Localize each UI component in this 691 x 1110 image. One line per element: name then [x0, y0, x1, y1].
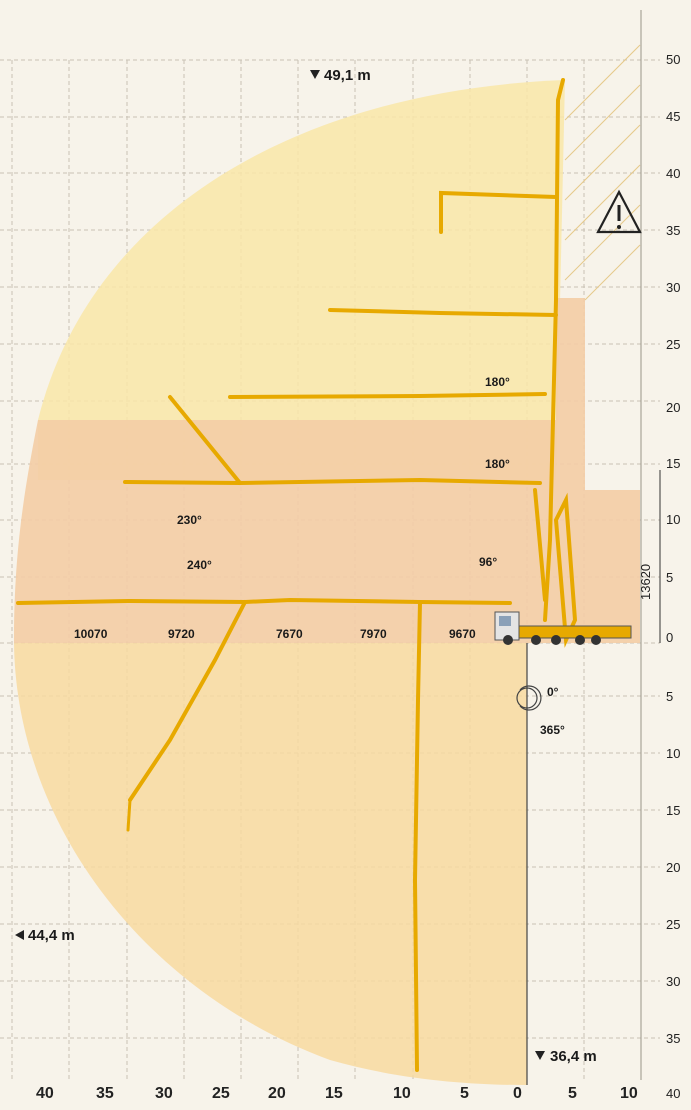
- angle-label-3: 230°: [177, 513, 202, 527]
- svg-text:45: 45: [666, 109, 680, 124]
- svg-text:5: 5: [568, 1085, 577, 1102]
- boom-diagonal-down: [128, 600, 247, 802]
- max-height-arrow: [310, 70, 320, 79]
- boom-level-30: [328, 308, 558, 317]
- svg-text:40: 40: [666, 1086, 680, 1101]
- svg-text:5: 5: [666, 570, 673, 585]
- svg-text:40: 40: [666, 166, 680, 181]
- svg-text:30: 30: [155, 1085, 173, 1102]
- section-length-4: 7970: [360, 627, 387, 641]
- svg-text:15: 15: [666, 803, 680, 818]
- envelope-upper: [38, 80, 565, 480]
- boom-vertical: [543, 78, 565, 622]
- boom-diagonal-up: [168, 395, 242, 485]
- dimension-13620-label: 13620: [638, 564, 653, 600]
- svg-text:10: 10: [666, 746, 680, 761]
- svg-text:10: 10: [393, 1085, 411, 1102]
- section-length-3: 7670: [276, 627, 303, 641]
- svg-text:25: 25: [666, 337, 680, 352]
- truck-icon: [494, 611, 632, 645]
- svg-text:25: 25: [212, 1085, 230, 1102]
- boom-down-vertical: [412, 600, 422, 1072]
- boom-positions: [16, 78, 578, 1072]
- svg-text:20: 20: [666, 860, 680, 875]
- max-height-label: 49,1 m: [324, 67, 371, 84]
- svg-text:5: 5: [666, 689, 673, 704]
- svg-text:20: 20: [666, 400, 680, 415]
- boom-top-fold: [439, 190, 558, 234]
- boom-level-20: [228, 392, 547, 399]
- svg-text:10: 10: [620, 1085, 638, 1102]
- envelope-middle: [14, 298, 640, 643]
- svg-text:15: 15: [325, 1085, 343, 1102]
- svg-text:0: 0: [513, 1085, 522, 1102]
- svg-text:0: 0: [666, 630, 673, 645]
- svg-text:25: 25: [666, 917, 680, 932]
- svg-text:35: 35: [666, 223, 680, 238]
- warning-triangle-icon: [596, 189, 642, 234]
- angle-label-2: 180°: [485, 457, 510, 471]
- svg-text:15: 15: [666, 456, 680, 471]
- slew-rotation-icon: [516, 685, 542, 711]
- boom-horizontal: [16, 597, 512, 605]
- boom-level-15: [123, 477, 542, 486]
- angle-label-5: 96°: [479, 555, 497, 569]
- boom-folded: [553, 492, 578, 648]
- hatched-area: [564, 44, 641, 301]
- x-axis-ticks: 40 35 30 25 20 15 10 5 0 5 10: [36, 1085, 638, 1102]
- max-reach-label: 44,4 m: [28, 927, 75, 944]
- svg-text:20: 20: [268, 1085, 286, 1102]
- y-axis-ticks: 50 45 40 35 30 25 20 15 10 5 0 5 10 15 2…: [666, 52, 680, 1101]
- svg-text:40: 40: [36, 1085, 54, 1102]
- svg-text:30: 30: [666, 280, 680, 295]
- envelope-lower: [14, 643, 527, 1085]
- angle-label-1: 180°: [485, 375, 510, 389]
- slew-angle-start: 0°: [547, 685, 559, 699]
- max-reach-arrow: [15, 930, 24, 940]
- svg-text:30: 30: [666, 974, 680, 989]
- section-length-1: 10070: [74, 627, 108, 641]
- max-depth-arrow: [535, 1051, 545, 1060]
- svg-text:5: 5: [460, 1085, 469, 1102]
- section-length-2: 9720: [168, 627, 195, 641]
- angle-label-4: 240°: [187, 558, 212, 572]
- slew-angle-end: 365°: [540, 723, 565, 737]
- section-length-5: 9670: [449, 627, 476, 641]
- max-depth-label: 36,4 m: [550, 1048, 597, 1065]
- svg-text:35: 35: [96, 1085, 114, 1102]
- svg-text:35: 35: [666, 1031, 680, 1046]
- svg-text:10: 10: [666, 512, 680, 527]
- svg-text:50: 50: [666, 52, 680, 67]
